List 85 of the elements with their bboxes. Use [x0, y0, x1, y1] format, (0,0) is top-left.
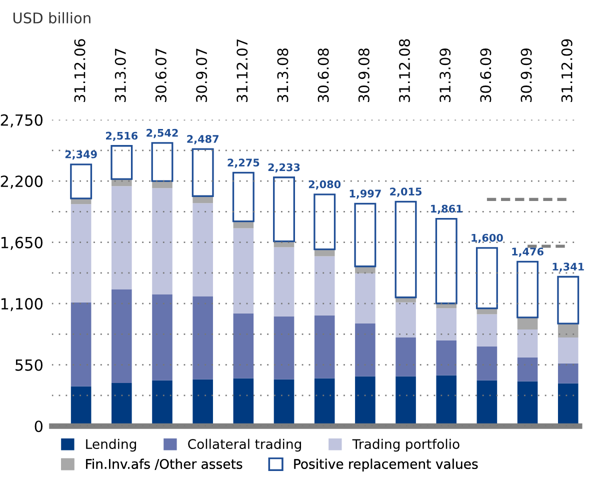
- total-label: 2,487: [187, 135, 218, 144]
- bar: [274, 247, 294, 316]
- bar: [314, 194, 336, 250]
- x-tick-label: 30.6.07: [155, 48, 166, 102]
- legend-label: Fin.Inv.afs /Other assets: [86, 458, 242, 470]
- bar: [476, 247, 498, 310]
- total-label: 2,542: [146, 128, 178, 138]
- bar: [192, 203, 213, 296]
- text: 2,750: [0, 114, 42, 128]
- x-tick-label: 31.12.09: [561, 39, 572, 102]
- bar: [70, 164, 92, 200]
- bar: [273, 176, 295, 242]
- x-tick-label: 31.12.08: [398, 39, 410, 102]
- bar: [517, 317, 538, 330]
- total-label: 1,341: [552, 262, 584, 272]
- bar: [394, 200, 417, 298]
- bar: [476, 314, 498, 346]
- bar: [112, 289, 132, 384]
- x-tick-label: 30.9.08: [358, 48, 370, 102]
- bar: [112, 186, 132, 290]
- total-label: 2,015: [390, 188, 422, 197]
- bar: [152, 294, 172, 380]
- bar: [516, 260, 539, 318]
- bar: [396, 302, 416, 338]
- legend-label: Trading portfolio: [352, 438, 460, 452]
- x-tick-label: 31.12.07: [236, 39, 248, 102]
- bar: [355, 266, 376, 274]
- x-tick-label: 31.3.07: [114, 48, 126, 102]
- bar: [233, 221, 254, 228]
- total-label: 1,476: [512, 248, 544, 257]
- bar: [314, 256, 335, 316]
- bar: [110, 145, 133, 180]
- bar: [557, 276, 580, 324]
- total-label: 2,349: [65, 150, 97, 160]
- total-label: 1,861: [431, 204, 462, 214]
- bar: [476, 308, 498, 314]
- x-tick-label: 30.9.07: [196, 48, 208, 102]
- legend-label: Lending: [86, 438, 136, 452]
- y-axis-title: USD billion: [13, 12, 90, 24]
- total-label: 2,080: [308, 180, 341, 190]
- legend-label: Positive replacement values: [294, 458, 478, 472]
- bar: [436, 340, 457, 376]
- bar: [354, 202, 376, 268]
- bar: [192, 148, 214, 197]
- bar: [558, 337, 578, 364]
- bar: [233, 313, 254, 378]
- bar: [152, 188, 172, 294]
- bar: [396, 297, 416, 302]
- bar: [314, 315, 335, 378]
- bar: [517, 329, 538, 358]
- text: 1,650: [1, 236, 42, 250]
- y-tick-label: 0: [34, 420, 42, 432]
- x-tick-label: 30.9.09: [520, 48, 532, 102]
- bar: [151, 142, 174, 182]
- bar: [558, 324, 578, 338]
- bar: [314, 249, 335, 256]
- bar: [355, 324, 376, 376]
- bar: [517, 357, 538, 382]
- bar: [355, 273, 376, 324]
- bar: [70, 204, 92, 302]
- x-tick-label: 31.3.08: [277, 48, 288, 102]
- bar: [192, 296, 213, 380]
- bar: [436, 303, 457, 308]
- bar: [232, 172, 254, 222]
- total-label: 2,516: [106, 132, 138, 142]
- x-tick-label: 30.6.08: [318, 48, 329, 102]
- legend-label: Collateral trading: [188, 438, 301, 452]
- bar: [274, 316, 294, 380]
- bar: [558, 363, 578, 384]
- bar: [436, 308, 457, 340]
- total-label: 2,233: [268, 163, 300, 173]
- x-tick-label: 31.3.09: [440, 48, 451, 102]
- bar: [233, 228, 254, 314]
- total-label: 1,600: [472, 234, 503, 244]
- bar: [435, 218, 458, 304]
- bar: [70, 302, 92, 386]
- text: 2,200: [0, 176, 42, 189]
- total-label: 1,997: [350, 190, 381, 199]
- x-tick-label: 30.6.09: [480, 48, 492, 102]
- bar: [396, 337, 416, 376]
- bar: [476, 346, 498, 380]
- y-tick-label: 550: [16, 359, 42, 371]
- total-label: 2,275: [228, 158, 260, 168]
- x-tick-label: 31.12.06: [74, 39, 86, 102]
- text: 1,100: [1, 298, 42, 312]
